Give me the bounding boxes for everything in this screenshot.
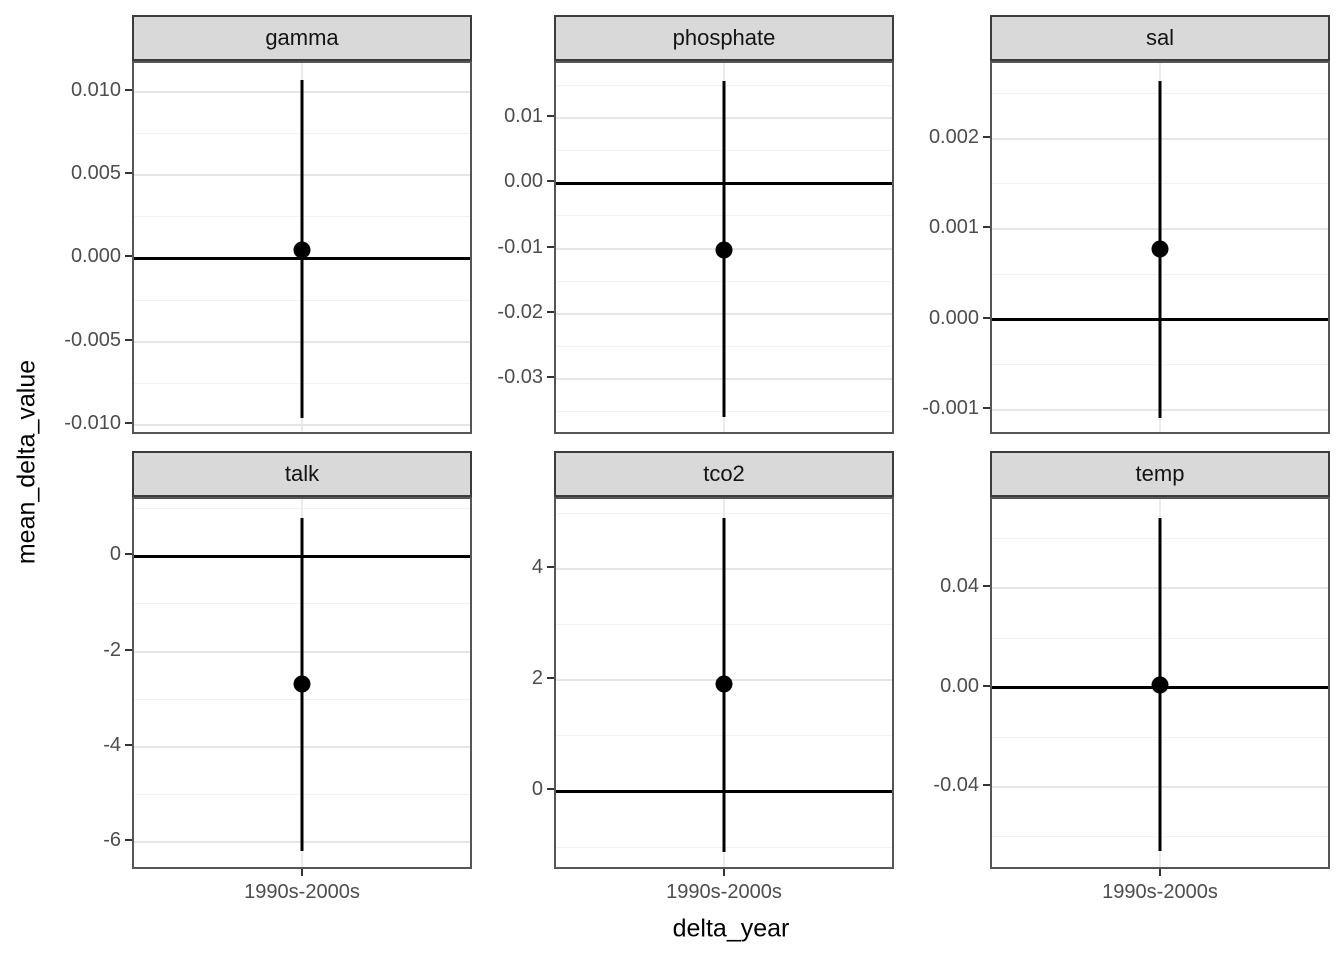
y-tick: [547, 788, 554, 791]
y-tick: [125, 648, 132, 651]
y-tick: [547, 376, 554, 379]
y-tick-label: 0: [109, 543, 121, 566]
y-tick: [547, 114, 554, 117]
plot-panel: [990, 497, 1330, 869]
y-tick-label: -0.005: [64, 328, 121, 351]
y-tick-label: 0.005: [70, 162, 121, 185]
facet-talk: talk 0 -2 -4 -6 1990s-2000s: [103, 451, 472, 903]
facet-strip: sal: [990, 15, 1330, 61]
plot-panel: [132, 61, 472, 434]
facet-strip-label: phosphate: [672, 25, 776, 50]
facet-sal: sal 0.002 0.001 0.000 -0.001: [922, 15, 1330, 434]
y-tick: [547, 180, 554, 183]
facet-strip-label: talk: [284, 461, 320, 486]
y-tick: [125, 553, 132, 556]
facet-strip-label: temp: [1135, 461, 1185, 486]
x-tick: [301, 869, 303, 876]
y-axis-title: mean_delta_value: [12, 359, 41, 565]
y-tick: [983, 407, 990, 410]
y-tick: [547, 245, 554, 248]
y-tick-label: 4: [531, 556, 543, 579]
facet-strip: tco2: [554, 451, 894, 497]
x-axis-title: delta_year: [672, 914, 790, 943]
x-tick: [723, 869, 725, 876]
y-tick: [983, 316, 990, 319]
plot-panel: [132, 497, 472, 869]
y-tick-label: 0.001: [928, 216, 979, 239]
point-estimate: [293, 241, 311, 259]
y-tick-label: 0.00: [504, 170, 543, 193]
point-estimate: [293, 675, 311, 693]
y-tick-label: -0.01: [497, 235, 543, 258]
y-tick: [547, 566, 554, 569]
y-tick: [547, 310, 554, 313]
y-tick: [125, 172, 132, 175]
y-tick: [983, 784, 990, 787]
x-tick-label: 1990s-2000s: [244, 881, 360, 903]
facet-strip: talk: [132, 451, 472, 497]
gridline-minor: [134, 508, 470, 510]
y-tick: [125, 88, 132, 91]
y-tick-label: 0.04: [940, 575, 979, 598]
facet-strip: phosphate: [554, 15, 894, 61]
gridline-major: [134, 424, 470, 426]
y-tick-label: -0.02: [497, 300, 543, 323]
y-tick: [983, 585, 990, 588]
facet-strip-label: sal: [1145, 25, 1175, 50]
facet-temp: temp 0.04 0.00 -0.04 1990s-2000s: [933, 451, 1330, 903]
y-tick: [125, 744, 132, 746]
y-tick-label: -0.010: [64, 412, 121, 434]
point-estimate: [1151, 240, 1169, 258]
y-tick-label: 2: [531, 667, 543, 690]
y-tick: [125, 338, 132, 341]
y-tick-label: -6: [103, 829, 121, 852]
facet-phosphate: phosphate 0.01 0.00 -0.01 -0.02 -0.03: [497, 15, 894, 434]
y-tick-label: -0.001: [922, 397, 979, 420]
y-tick-label: -2: [103, 638, 121, 661]
y-tick-label: 0.010: [70, 78, 121, 101]
facet-strip-label: gamma: [265, 25, 339, 50]
y-tick-label: 0.00: [940, 674, 979, 697]
facet-strip: gamma: [132, 15, 472, 61]
y-tick-label: -4: [103, 734, 121, 756]
y-tick: [125, 839, 132, 842]
facet-strip-label: tco2: [703, 461, 745, 486]
y-tick-label: 0.01: [504, 104, 543, 127]
y-tick-label: -0.04: [933, 774, 979, 797]
y-tick: [125, 422, 132, 424]
gridline-minor: [556, 512, 892, 514]
facet-strip: temp: [990, 451, 1330, 497]
y-tick-label: 0.002: [928, 125, 979, 148]
y-tick: [547, 677, 554, 680]
plot-panel: [990, 61, 1330, 434]
y-tick-label: 0: [531, 778, 543, 801]
y-tick-label: 0.000: [70, 245, 121, 268]
y-tick-label: -0.03: [497, 366, 543, 389]
x-tick-label: 1990s-2000s: [1102, 881, 1218, 903]
x-tick-label: 1990s-2000s: [666, 881, 782, 903]
y-tick: [983, 135, 990, 138]
y-tick-label: 0.000: [928, 306, 979, 329]
plot-panel: [554, 61, 894, 434]
plot-panel: [554, 497, 894, 869]
y-tick: [983, 226, 990, 229]
facet-tco2: tco2 4 2 0 1990s-2000s: [532, 451, 894, 903]
y-tick: [125, 255, 132, 258]
x-tick: [1159, 869, 1161, 876]
facet-gamma: gamma 0.010 0.005 0.000 -0.005 -0.010: [64, 15, 472, 434]
point-estimate: [715, 241, 733, 259]
y-tick: [983, 684, 990, 687]
point-estimate: [1151, 676, 1169, 694]
point-estimate: [715, 675, 733, 693]
